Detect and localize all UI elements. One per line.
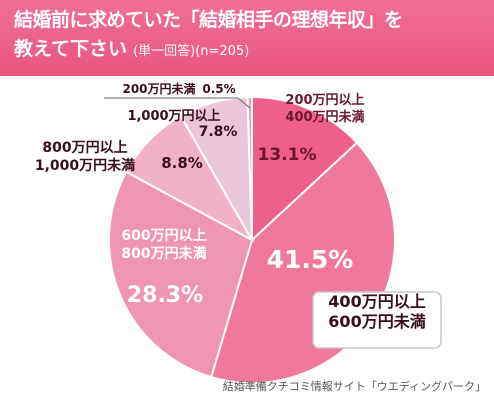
category-label-slice-6: 200万円未満	[122, 81, 195, 96]
source-credit: 結婚準備クチコミ情報サイト「ウエディングパーク」	[222, 380, 486, 393]
value-label-slice-3: 28.3%	[127, 283, 203, 308]
pie-slice-1	[251, 95, 359, 243]
pie-slice-6	[246, 95, 253, 241]
label-box-slice-2	[312, 291, 442, 349]
chart-title-line1: 結婚前に求めていた「結婚相手の理想年収」を	[14, 9, 403, 31]
chart-title-line2: 教えて下さい	[14, 38, 128, 60]
category-label-slice-3: 600万円以上 800万円未満	[121, 228, 206, 262]
leader-line-slice-6	[104, 97, 251, 109]
value-label-slice-5: 7.8%	[199, 124, 238, 140]
pie-slice-3	[108, 170, 254, 379]
value-label-slice-2: 41.5%	[267, 245, 354, 274]
chart-header: 結婚前に求めていた「結婚相手の理想年収」を 教えて下さい (単一回答)(n=205…	[0, 0, 494, 76]
category-label-slice-2: 400万円以上 600万円未満	[328, 292, 425, 331]
category-label-slice-1: 200万円以上 400万円未満	[285, 93, 364, 125]
value-label-slice-6: 0.5%	[202, 82, 235, 96]
value-label-slice-1: 13.1%	[258, 145, 317, 165]
value-label-slice-4: 8.8%	[161, 154, 203, 172]
category-label-slice-5: 1,000万円以上	[127, 109, 220, 124]
chart-subtitle: (単一回答)(n=205)	[133, 44, 250, 59]
category-label-slice-4: 800万円以上 1,000万円未満	[35, 140, 135, 174]
